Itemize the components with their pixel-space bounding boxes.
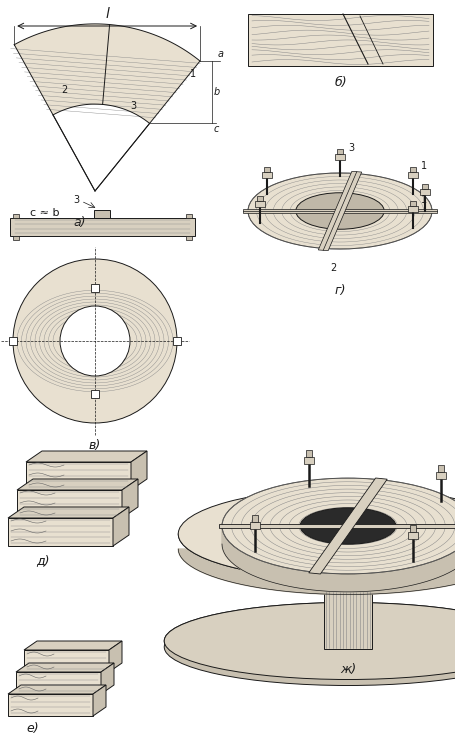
Bar <box>304 457 314 463</box>
Text: г): г) <box>334 284 346 297</box>
Bar <box>408 206 418 212</box>
Polygon shape <box>113 507 129 546</box>
Polygon shape <box>299 534 397 552</box>
Polygon shape <box>26 451 147 462</box>
Polygon shape <box>24 650 109 672</box>
Text: ж): ж) <box>340 663 356 676</box>
Text: 1: 1 <box>421 160 427 171</box>
Bar <box>91 284 99 292</box>
Polygon shape <box>17 479 138 490</box>
Text: 1: 1 <box>191 69 197 79</box>
Bar <box>410 166 416 172</box>
Bar <box>410 525 416 532</box>
Ellipse shape <box>164 609 455 686</box>
Polygon shape <box>122 479 138 518</box>
Polygon shape <box>16 663 114 672</box>
Polygon shape <box>8 518 113 546</box>
Bar <box>186 214 192 218</box>
Ellipse shape <box>178 488 455 580</box>
Bar <box>420 189 430 195</box>
Text: б): б) <box>334 76 347 89</box>
Polygon shape <box>17 490 122 518</box>
Polygon shape <box>109 641 122 672</box>
Bar <box>262 172 272 178</box>
Text: c ≈ b: c ≈ b <box>30 208 60 218</box>
Bar <box>173 337 181 345</box>
Bar <box>337 149 343 154</box>
Polygon shape <box>94 210 110 218</box>
Polygon shape <box>24 641 122 650</box>
Bar <box>335 154 345 160</box>
Polygon shape <box>324 552 372 649</box>
Polygon shape <box>248 14 433 66</box>
Ellipse shape <box>300 508 396 544</box>
Bar <box>186 236 192 240</box>
Text: а): а) <box>74 216 86 229</box>
Bar <box>422 184 428 189</box>
Bar <box>436 472 446 479</box>
Polygon shape <box>178 549 455 594</box>
Bar <box>408 172 418 178</box>
Polygon shape <box>131 451 147 490</box>
Polygon shape <box>8 507 129 518</box>
Bar <box>306 450 312 457</box>
Bar <box>252 515 258 522</box>
Circle shape <box>13 259 177 423</box>
Polygon shape <box>53 104 150 191</box>
Text: l: l <box>105 7 109 21</box>
Text: д): д) <box>36 554 50 567</box>
Polygon shape <box>222 526 455 592</box>
Polygon shape <box>26 462 131 490</box>
Bar <box>264 166 270 172</box>
Ellipse shape <box>248 173 432 249</box>
Bar <box>410 202 416 206</box>
Text: 3: 3 <box>73 195 79 205</box>
Ellipse shape <box>164 603 455 680</box>
Bar <box>255 201 265 207</box>
Text: 3: 3 <box>130 101 136 111</box>
Bar <box>250 522 260 528</box>
Text: c: c <box>214 125 219 135</box>
Polygon shape <box>10 218 195 236</box>
Polygon shape <box>14 24 200 191</box>
Ellipse shape <box>164 603 455 680</box>
Polygon shape <box>16 672 101 694</box>
Ellipse shape <box>222 478 455 574</box>
Bar <box>13 214 19 218</box>
Bar <box>258 196 263 201</box>
Polygon shape <box>318 172 362 251</box>
Text: е): е) <box>27 722 39 735</box>
Text: a: a <box>218 49 224 59</box>
Circle shape <box>60 306 130 376</box>
Bar <box>13 236 19 240</box>
Text: b: b <box>214 87 220 98</box>
Polygon shape <box>243 209 437 213</box>
Bar <box>438 465 444 472</box>
Text: 3: 3 <box>348 143 354 153</box>
Bar <box>91 390 99 398</box>
Bar <box>9 337 17 345</box>
Polygon shape <box>101 663 114 694</box>
Polygon shape <box>219 524 455 528</box>
Text: 2: 2 <box>330 263 336 273</box>
Polygon shape <box>8 694 93 716</box>
Polygon shape <box>93 685 106 716</box>
Bar <box>408 532 418 539</box>
Text: 1: 1 <box>421 196 427 206</box>
Text: в): в) <box>89 439 101 452</box>
Ellipse shape <box>296 193 384 229</box>
Polygon shape <box>309 478 387 574</box>
Polygon shape <box>8 685 106 694</box>
Text: 2: 2 <box>61 85 68 94</box>
